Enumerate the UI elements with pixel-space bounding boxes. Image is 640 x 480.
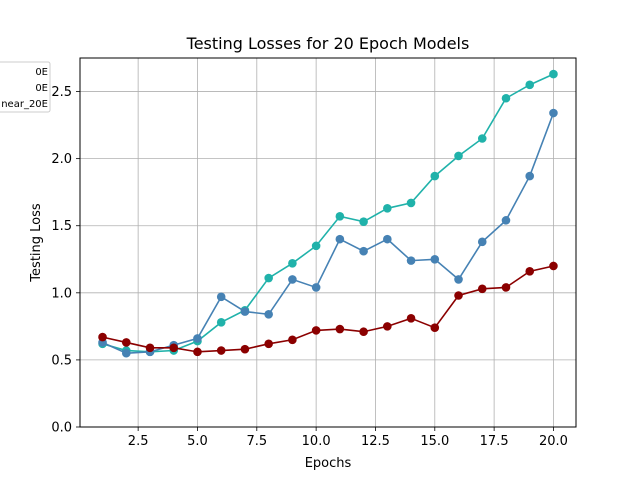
y-tick-label: 2.5 xyxy=(51,85,72,100)
data-point xyxy=(288,275,297,284)
x-tick-label: 15.0 xyxy=(420,434,449,449)
data-point xyxy=(193,334,202,343)
x-tick-label: 20.0 xyxy=(539,434,568,449)
data-point xyxy=(240,307,250,316)
legend-entry: 0E xyxy=(35,83,48,94)
data-point xyxy=(383,234,392,244)
data-point xyxy=(216,346,226,355)
data-point xyxy=(383,203,392,213)
data-point xyxy=(454,291,463,300)
data-point xyxy=(264,309,273,319)
data-point xyxy=(169,343,179,353)
legend-box xyxy=(0,61,51,113)
data-point xyxy=(430,323,440,333)
data-point xyxy=(477,237,487,247)
x-tick-label: 7.5 xyxy=(246,434,267,449)
data-point xyxy=(406,198,416,208)
data-point xyxy=(98,332,107,342)
data-point xyxy=(406,314,416,323)
data-point xyxy=(121,338,131,347)
x-tick-label: 5.0 xyxy=(187,434,208,449)
data-point xyxy=(430,254,440,264)
data-point xyxy=(193,347,202,357)
data-point xyxy=(549,69,558,79)
data-point xyxy=(335,324,345,334)
data-point xyxy=(216,318,226,327)
x-axis-label: Epochs xyxy=(305,456,352,471)
data-point xyxy=(477,134,487,143)
legend-entry: 0E xyxy=(35,67,48,78)
data-point xyxy=(311,283,321,292)
data-point xyxy=(335,212,345,221)
data-point xyxy=(216,292,226,302)
data-point xyxy=(288,335,297,345)
y-tick-label: 2.0 xyxy=(51,152,72,167)
data-point xyxy=(288,258,297,268)
data-point xyxy=(454,275,463,284)
data-point xyxy=(430,171,440,181)
data-point xyxy=(359,327,368,337)
axis-ticks: 2.5 5.0 7.5 10.0 12.5 15.0 17.5 20.0 0.0 0.5 1.0 1.… xyxy=(51,85,568,449)
y-tick-label: 0.0 xyxy=(51,421,72,436)
y-tick-label: 1.5 xyxy=(51,219,72,234)
series-3 xyxy=(98,261,558,357)
series-2 xyxy=(98,108,558,358)
data-point xyxy=(383,322,392,331)
data-point xyxy=(477,284,487,294)
y-tick-label: 1.0 xyxy=(51,286,72,301)
x-tick-label: 10.0 xyxy=(302,434,331,449)
x-tick-label: 2.5 xyxy=(128,434,149,449)
data-point xyxy=(240,344,250,354)
data-point xyxy=(145,343,155,353)
series-layer xyxy=(98,69,558,358)
data-point xyxy=(549,108,558,118)
data-point xyxy=(264,339,273,349)
data-point xyxy=(264,273,273,283)
data-point xyxy=(501,93,511,103)
chart-title: Testing Losses for 20 Epoch Models xyxy=(186,34,470,53)
legend: 0E 0E near_20E xyxy=(0,61,51,113)
data-point xyxy=(501,216,511,225)
data-point xyxy=(311,241,321,251)
data-point xyxy=(501,283,511,292)
x-tick-label: 17.5 xyxy=(480,434,509,449)
y-tick-label: 0.5 xyxy=(51,353,72,368)
data-point xyxy=(406,256,416,265)
x-tick-label: 12.5 xyxy=(361,434,390,449)
plot-frame xyxy=(79,57,577,428)
data-point xyxy=(454,151,463,161)
data-point xyxy=(525,171,535,181)
y-axis-label: Testing Loss xyxy=(29,203,44,283)
data-point xyxy=(549,261,558,271)
data-point xyxy=(359,217,368,227)
data-point xyxy=(121,348,131,358)
legend-entry: near_20E xyxy=(1,99,48,110)
data-point xyxy=(311,326,321,335)
data-point xyxy=(525,267,535,276)
data-point xyxy=(335,234,345,244)
data-point xyxy=(525,80,535,90)
data-point xyxy=(359,246,368,256)
